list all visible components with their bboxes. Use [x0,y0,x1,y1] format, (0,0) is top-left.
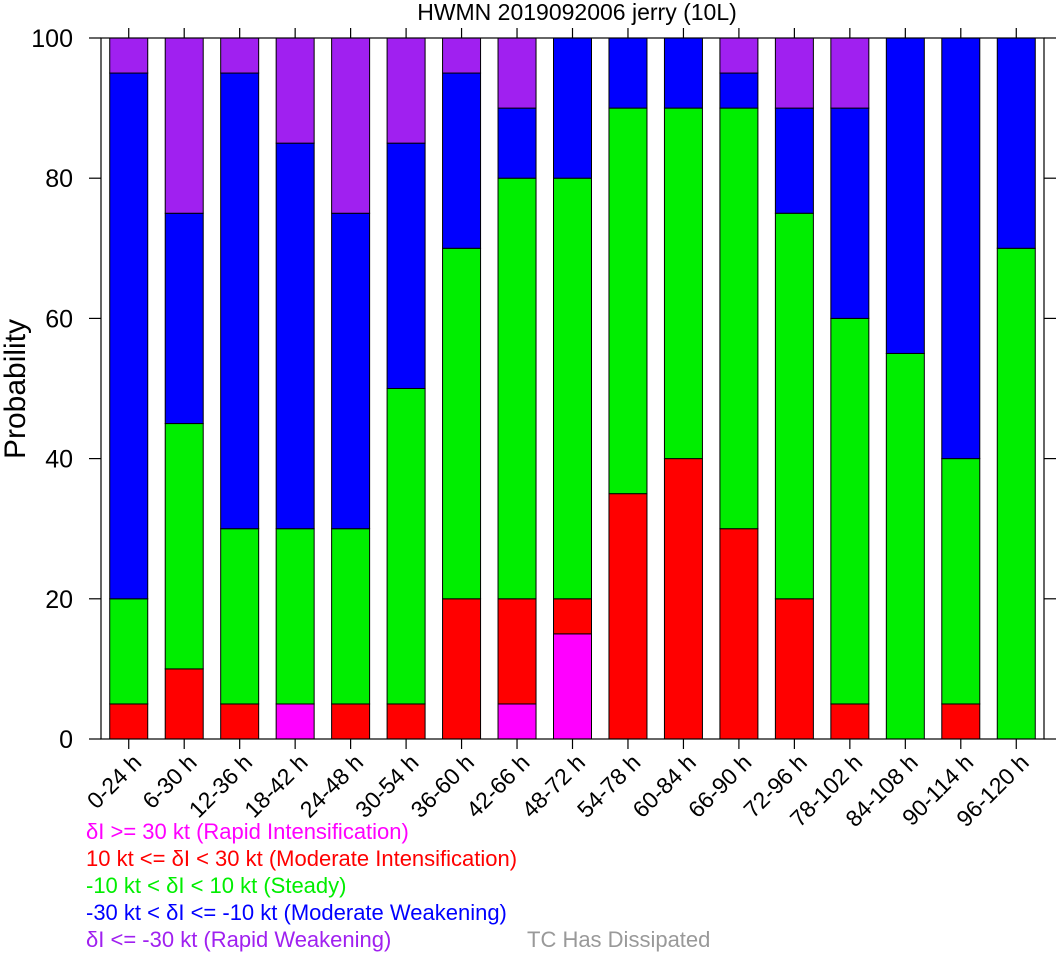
bar-segment-60-84h-series-3 [663,37,703,109]
bar-segment-6-30h-series-1 [164,668,204,740]
bar-segment-78-102h-series-4 [830,37,870,109]
bar-segment-24-48h-series-2 [331,528,371,705]
bar-segment-54-78h-series-2 [608,107,648,495]
bar-segment-54-78h-series-3 [608,37,648,109]
bar-segment-42-66h-series-3 [497,107,537,179]
bar-segment-90-114h-series-2 [941,458,981,705]
bar-segment-66-90h-series-3 [719,72,759,109]
bar-segment-30-54h-series-1 [386,703,426,740]
bar-segment-18-42h-series-2 [275,528,315,705]
bar-segment-36-60h-series-2 [442,247,482,600]
y-tick-label: 60 [45,305,73,333]
bar-segment-42-66h-series-0 [497,703,537,740]
bar-segment-60-84h-series-1 [663,458,703,740]
bar-segment-60-84h-series-2 [663,107,703,460]
x-tick-label: 0-24 h [82,749,147,814]
bar-segment-12-36h-series-2 [220,528,260,705]
bar-segment-72-96h-series-2 [774,212,814,600]
legend-entry-4: δI <= -30 kt (Rapid Weakening) [86,927,392,952]
bar-segment-90-114h-series-1 [941,703,981,740]
bar-segment-48-72h-series-2 [553,177,592,600]
bar-segment-96-120h-series-3 [996,37,1036,249]
bar-segment-72-96h-series-1 [774,598,814,740]
y-tick-label: 20 [45,586,73,614]
bar-segment-6-30h-series-4 [164,37,204,214]
bar-segment-72-96h-series-4 [774,37,814,109]
legend-entry-3: -30 kt < δI <= -10 kt (Moderate Weakenin… [86,900,507,925]
bar-segment-12-36h-series-1 [220,703,260,740]
bar-segment-66-90h-series-4 [719,37,759,74]
bar-segment-18-42h-series-3 [275,142,315,530]
y-axis-label: Probability [0,319,32,459]
bar-segment-6-30h-series-2 [164,423,204,670]
bar-segment-24-48h-series-1 [331,703,371,740]
bar-segment-0-24h-series-2 [109,598,149,705]
bar-segment-96-120h-series-2 [996,247,1036,740]
legend-entry-2: -10 kt < δI < 10 kt (Steady) [86,873,347,898]
bar-segment-24-48h-series-4 [331,37,371,214]
bar-segment-48-72h-series-1 [553,598,592,635]
bar-segment-42-66h-series-1 [497,598,537,705]
bar-segment-72-96h-series-3 [774,107,814,214]
bar-segment-0-24h-series-4 [109,37,149,74]
y-tick-label: 100 [31,25,73,53]
bar-segment-30-54h-series-2 [386,388,426,705]
bar-segment-48-72h-series-0 [553,633,592,740]
bar-segment-18-42h-series-0 [275,703,315,740]
bar-segment-66-90h-series-1 [719,528,759,740]
bar-segment-78-102h-series-3 [830,107,870,319]
legend-entry-1: 10 kt <= δI < 30 kt (Moderate Intensific… [86,846,518,871]
bar-segment-42-66h-series-2 [497,177,537,600]
bar-segment-0-24h-series-3 [109,72,149,600]
bar-segment-6-30h-series-3 [164,212,204,425]
bar-segment-36-60h-series-4 [442,37,482,74]
bar-segment-36-60h-series-3 [442,72,482,249]
chart-title: HWMN 2019092006 jerry (10L) [417,0,737,25]
y-tick-label: 80 [45,165,73,193]
bar-segment-48-72h-series-3 [553,37,592,179]
bar-segment-78-102h-series-1 [830,703,870,740]
legend-entry-0: δI >= 30 kt (Rapid Intensification) [86,819,409,844]
y-tick-label: 40 [45,446,73,474]
bar-segment-90-114h-series-3 [941,37,981,460]
bar-segment-0-24h-series-1 [109,703,149,740]
bar-segment-12-36h-series-4 [220,37,260,74]
bar-segment-18-42h-series-4 [275,37,315,144]
bar-segment-30-54h-series-4 [386,37,426,144]
bar-segment-66-90h-series-2 [719,107,759,530]
bar-segment-84-108h-series-3 [885,37,925,354]
y-tick-label: 0 [59,726,73,754]
bar-segment-54-78h-series-1 [608,493,648,740]
bar-segment-12-36h-series-3 [220,72,260,530]
bar-segment-78-102h-series-2 [830,317,870,705]
bar-segment-42-66h-series-4 [497,37,537,109]
bar-segment-36-60h-series-1 [442,598,482,740]
bar-segment-24-48h-series-3 [331,212,371,530]
legend-entry-dissipated: TC Has Dissipated [527,927,711,952]
bar-segment-30-54h-series-3 [386,142,426,389]
bars-group [109,37,1036,740]
bar-segment-84-108h-series-2 [885,352,925,740]
